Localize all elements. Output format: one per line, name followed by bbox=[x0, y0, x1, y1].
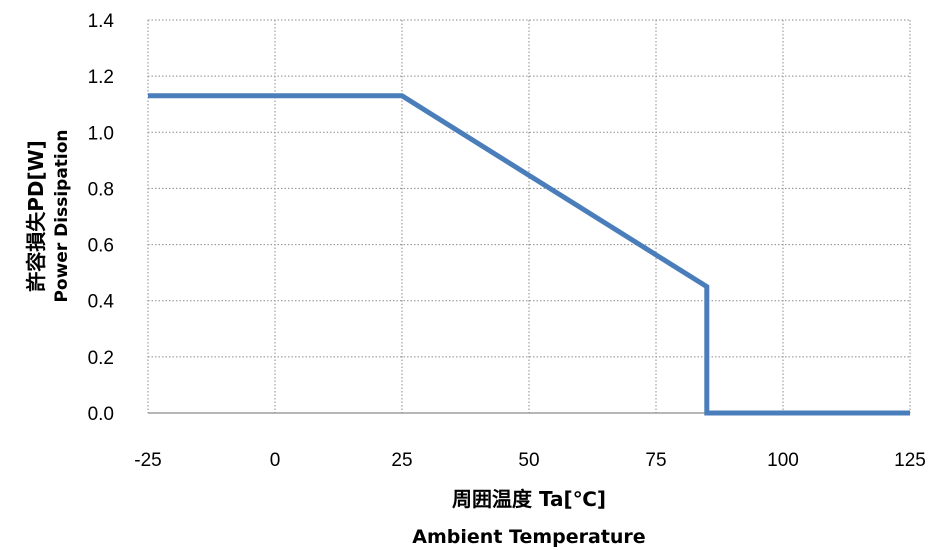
y-tick-label: 0.0 bbox=[88, 404, 114, 425]
x-axis-title-en: Ambient Temperature bbox=[412, 526, 645, 548]
y-tick-label: 0.6 bbox=[88, 236, 114, 257]
x-tick-label: 50 bbox=[518, 450, 539, 471]
x-tick-label: -25 bbox=[134, 450, 161, 471]
series-layer bbox=[147, 93, 911, 416]
tick-labels: -25 0 25 50 75 100 125 0.0 0.2 0.4 0.6 0.8 1.0 1.2 1.4 bbox=[88, 11, 926, 471]
x-tick-label: 25 bbox=[391, 450, 412, 471]
y-tick-label: 1.4 bbox=[88, 11, 115, 32]
x-tick-label: 75 bbox=[645, 450, 666, 471]
y-tick-label: 1.0 bbox=[88, 123, 114, 144]
x-tick-label: 0 bbox=[270, 450, 281, 471]
y-tick-label: 0.4 bbox=[88, 292, 115, 313]
x-tick-label: 100 bbox=[767, 450, 799, 471]
y-axis-title-jp: 許容損失PD[W] bbox=[24, 140, 48, 292]
y-tick-label: 0.8 bbox=[88, 179, 114, 200]
y-tick-label: 0.2 bbox=[88, 348, 114, 369]
y-tick-label: 1.2 bbox=[88, 67, 114, 88]
x-axis-title-jp: 周囲温度 Ta[℃] bbox=[452, 487, 606, 511]
y-axis-title-en: Power Dissipation bbox=[52, 129, 72, 302]
x-tick-label: 125 bbox=[894, 450, 926, 471]
